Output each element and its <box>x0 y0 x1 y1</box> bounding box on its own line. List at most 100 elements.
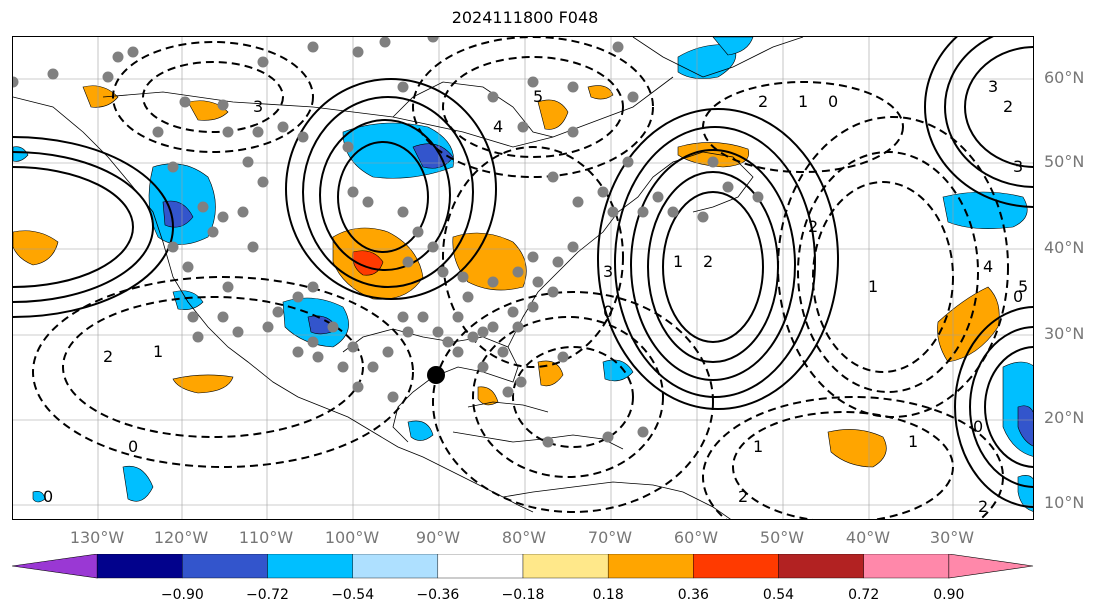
contour-label: 2 <box>1003 97 1013 116</box>
station-dot <box>602 431 614 443</box>
longitude-label: 30°W <box>929 528 975 547</box>
station-dot <box>512 266 524 278</box>
contour-dashed <box>512 346 634 448</box>
latitude-label: 30°N <box>1044 324 1085 343</box>
station-dot <box>597 186 609 198</box>
station-dot <box>467 331 479 343</box>
anomaly-fills <box>13 37 1033 512</box>
station-dot <box>257 56 269 68</box>
station-dot <box>242 156 254 168</box>
colorbar-tick-label: 0.90 <box>933 587 965 603</box>
station-dot <box>417 311 429 323</box>
contour-dashed <box>412 37 654 178</box>
station-dot <box>327 321 339 333</box>
contour-label: 0 <box>973 417 983 436</box>
contour-label: 0 <box>1013 287 1023 306</box>
longitude-label: 40°W <box>845 528 891 547</box>
contour-label: 3 <box>988 77 998 96</box>
center-marker <box>427 366 445 384</box>
contour-solid <box>302 96 474 288</box>
contour-solid <box>337 141 429 253</box>
station-dot <box>222 126 234 138</box>
colorbar-tick-label: 0.54 <box>762 587 795 603</box>
station-dot <box>397 81 409 93</box>
station-dot <box>192 331 204 343</box>
station-dot <box>552 256 564 268</box>
station-dot <box>412 226 424 238</box>
contour-dashed <box>62 296 364 438</box>
anomaly-fill <box>122 465 154 502</box>
contour-solid <box>662 191 764 343</box>
latitude-label: 50°N <box>1044 152 1085 171</box>
colorbar-tick-label: −0.54 <box>331 587 375 603</box>
station-dot <box>347 341 359 353</box>
contour-dashed <box>112 41 314 153</box>
station-dot <box>197 201 209 213</box>
contour-label: 4 <box>493 117 503 136</box>
station-dot <box>557 351 569 363</box>
contour-dashed <box>32 276 414 468</box>
station-dot <box>497 346 509 358</box>
anomaly-fill <box>407 420 434 441</box>
anomaly-fill <box>827 429 887 468</box>
contour-dashed <box>442 146 624 368</box>
station-dot <box>257 176 269 188</box>
station-dot <box>367 361 379 373</box>
coastline-cuba <box>467 401 549 413</box>
coastline-south-america <box>502 481 731 519</box>
station-dot <box>179 96 191 108</box>
station-dot <box>442 336 454 348</box>
station-dot <box>272 306 284 318</box>
contour-dashed <box>732 411 954 519</box>
station-dot <box>102 71 114 83</box>
coastline-greenland <box>632 37 804 78</box>
station-dot <box>382 346 394 358</box>
colorbar-segment <box>522 554 609 579</box>
station-dot <box>387 391 399 403</box>
contour-solid <box>944 37 1033 188</box>
station-dot <box>47 68 59 80</box>
colorbar-segment <box>267 554 353 579</box>
anomaly-fill <box>162 200 194 228</box>
contour-label: 1 <box>753 437 763 456</box>
contour-solid <box>13 151 154 303</box>
contour-label: 2 <box>978 497 988 516</box>
station-dot <box>307 281 319 293</box>
station-dot <box>427 241 439 253</box>
contour-label: 2 <box>758 92 768 111</box>
station-dot <box>292 291 304 303</box>
markers <box>427 366 445 384</box>
station-dot <box>337 361 349 373</box>
contour-solid <box>924 37 1033 208</box>
longitude-label: 70°W <box>587 528 633 547</box>
colorbar-segment <box>182 554 268 579</box>
station-dot <box>452 346 464 358</box>
contour-solid <box>984 346 1033 468</box>
latitude-label: 40°N <box>1044 238 1085 257</box>
contour-solid <box>630 149 796 381</box>
station-dot <box>292 346 304 358</box>
contour-label: 2 <box>738 487 748 506</box>
station-dot <box>352 381 364 393</box>
station-dot <box>152 126 164 138</box>
coastline-caribbean <box>452 431 624 450</box>
station-dot <box>307 336 319 348</box>
coastline-north-america <box>13 96 534 513</box>
station-dot <box>477 361 489 373</box>
longitude-label: 90°W <box>415 528 461 547</box>
contour-label: 0 <box>128 437 138 456</box>
station-dot <box>362 196 374 208</box>
station-dot <box>232 326 244 338</box>
station-dot <box>222 281 234 293</box>
station-dot <box>437 266 449 278</box>
coastline-gulf <box>342 328 519 443</box>
contours <box>13 37 1033 519</box>
station-dot <box>542 436 554 448</box>
anomaly-fill <box>1017 475 1033 512</box>
station-dot <box>527 301 539 313</box>
colorbar-segment <box>96 554 183 579</box>
station-dot <box>182 261 194 273</box>
station-dot <box>547 286 559 298</box>
station-dot <box>342 141 354 153</box>
